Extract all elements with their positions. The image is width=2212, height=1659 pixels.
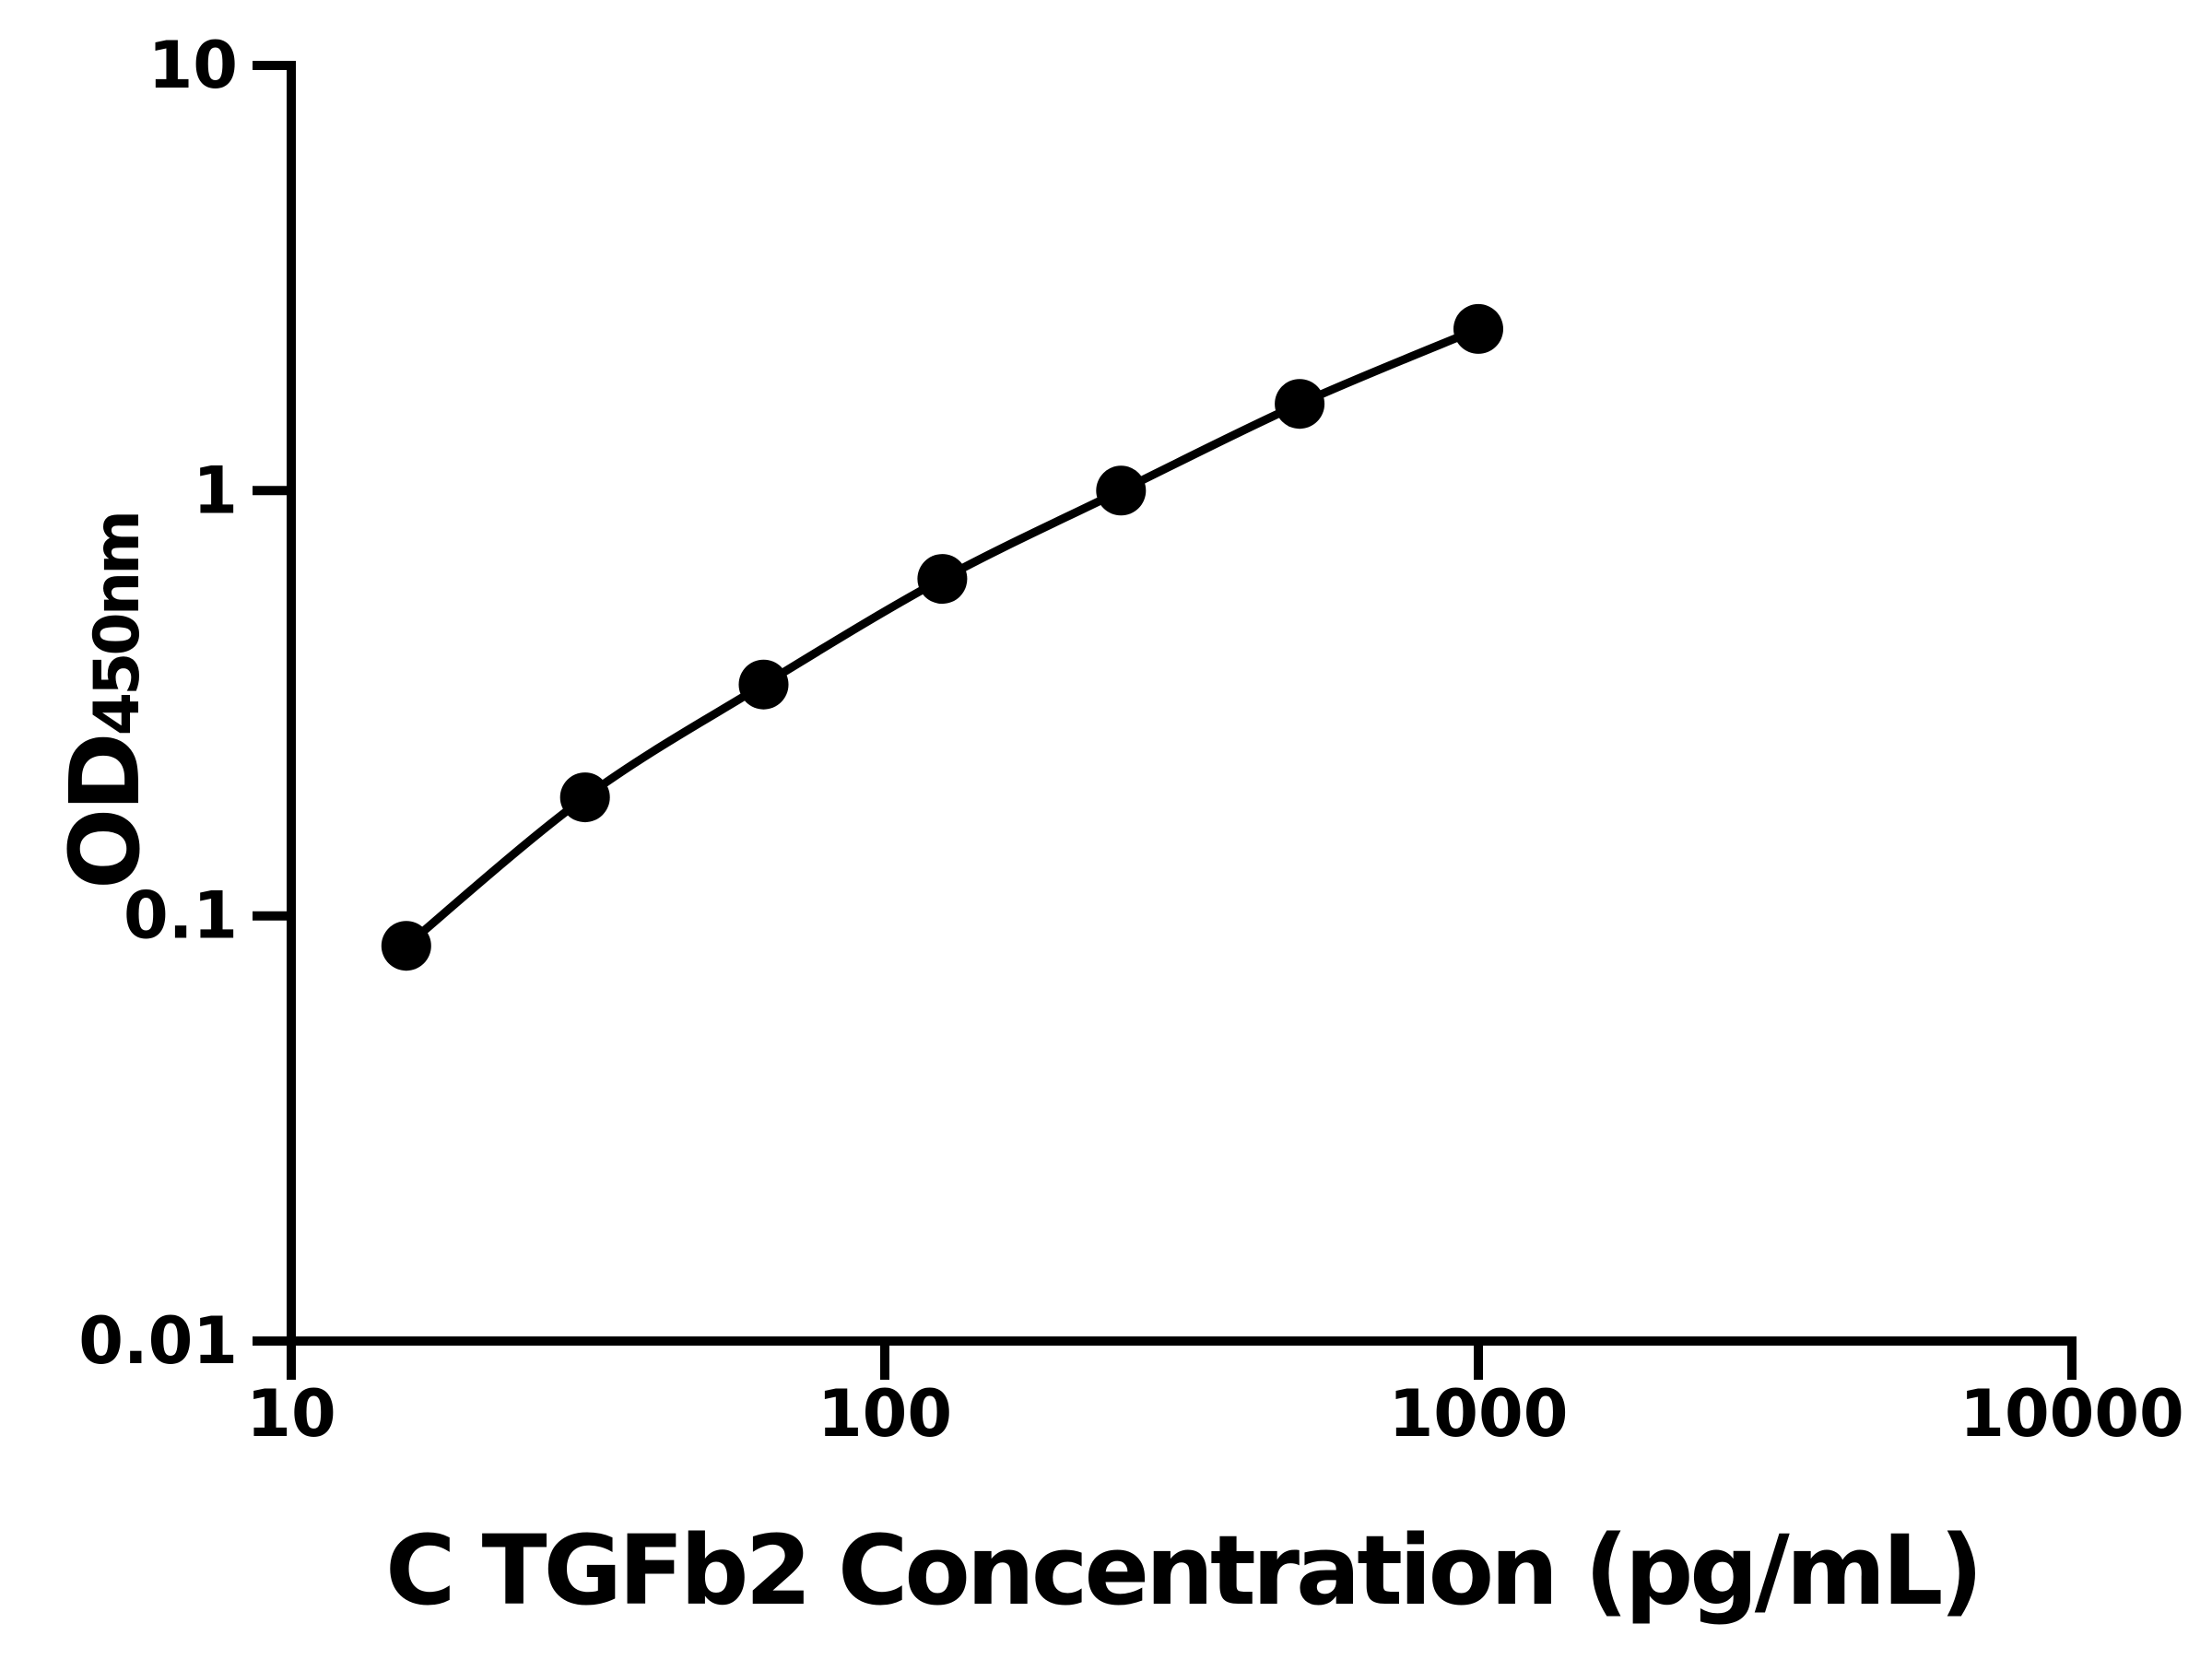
axes: 10 100 1000 10000 0.01 0.1 1 10 (78, 28, 2183, 1452)
data-point-marker (917, 554, 968, 605)
y-tick-label: 1 (193, 453, 238, 528)
x-tick-label: 100 (818, 1376, 952, 1452)
plot-series (381, 303, 1503, 971)
y-tick-label: 0.01 (78, 1303, 238, 1379)
data-point-marker (559, 772, 610, 823)
x-tick-label: 10000 (1959, 1376, 2184, 1452)
data-point-marker (1096, 465, 1147, 516)
data-point-marker (1453, 303, 1503, 354)
y-tick-label: 0.1 (124, 878, 238, 954)
data-point-marker (381, 921, 431, 971)
x-axis-title: C TGFb2 Concentration (pg/mL) (385, 1514, 1980, 1627)
data-point-marker (738, 659, 789, 710)
y-axis-title-main: OD (49, 735, 161, 889)
x-tick-label: 1000 (1389, 1376, 1569, 1452)
y-tick-label: 10 (148, 28, 238, 103)
curve-line (403, 324, 1480, 949)
y-axis-title: OD450nm (49, 513, 161, 889)
x-tick-label: 10 (246, 1376, 335, 1452)
y-axis-title-sub: 450nm (81, 513, 154, 735)
data-point-marker (1275, 379, 1325, 429)
